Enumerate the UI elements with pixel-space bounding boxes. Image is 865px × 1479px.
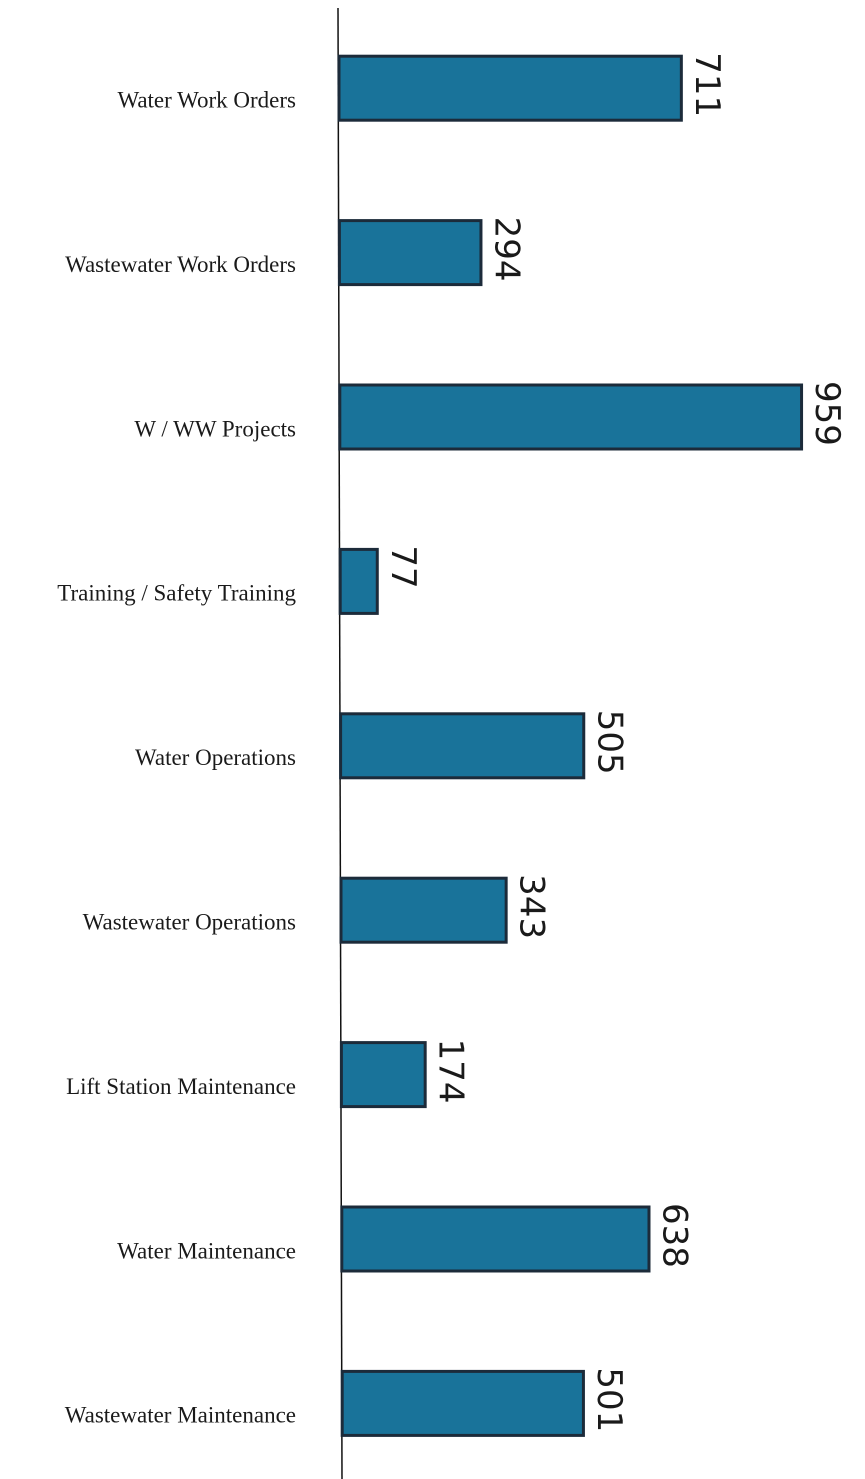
category-label: Training / Safety Training (57, 581, 296, 606)
value-label: 77 (383, 545, 423, 588)
category-label: Water Maintenance (117, 1238, 296, 1263)
value-label: 501 (589, 1367, 629, 1432)
bar (339, 712, 586, 780)
value-label: 711 (687, 52, 727, 117)
category-label: Wastewater Work Orders (65, 252, 296, 277)
bar (340, 1369, 585, 1437)
bar (338, 383, 804, 451)
category-label: Wastewater Operations (83, 909, 296, 934)
value-label: 294 (486, 217, 526, 282)
value-label: 638 (654, 1203, 694, 1268)
category-label: W / WW Projects (134, 416, 296, 441)
bar (340, 1205, 651, 1273)
value-label: 343 (512, 874, 552, 939)
bar (338, 547, 379, 615)
value-label: 959 (807, 381, 847, 446)
category-label: Wastewater Maintenance (65, 1403, 296, 1428)
category-label: Water Operations (135, 745, 296, 770)
bar (337, 219, 483, 287)
category-label: Water Work Orders (117, 87, 296, 112)
value-label: 174 (431, 1039, 471, 1104)
value-label: 505 (589, 710, 629, 775)
bar (339, 876, 508, 944)
category-label: Lift Station Maintenance (66, 1074, 296, 1099)
bar (337, 54, 683, 122)
bar (339, 1041, 427, 1109)
